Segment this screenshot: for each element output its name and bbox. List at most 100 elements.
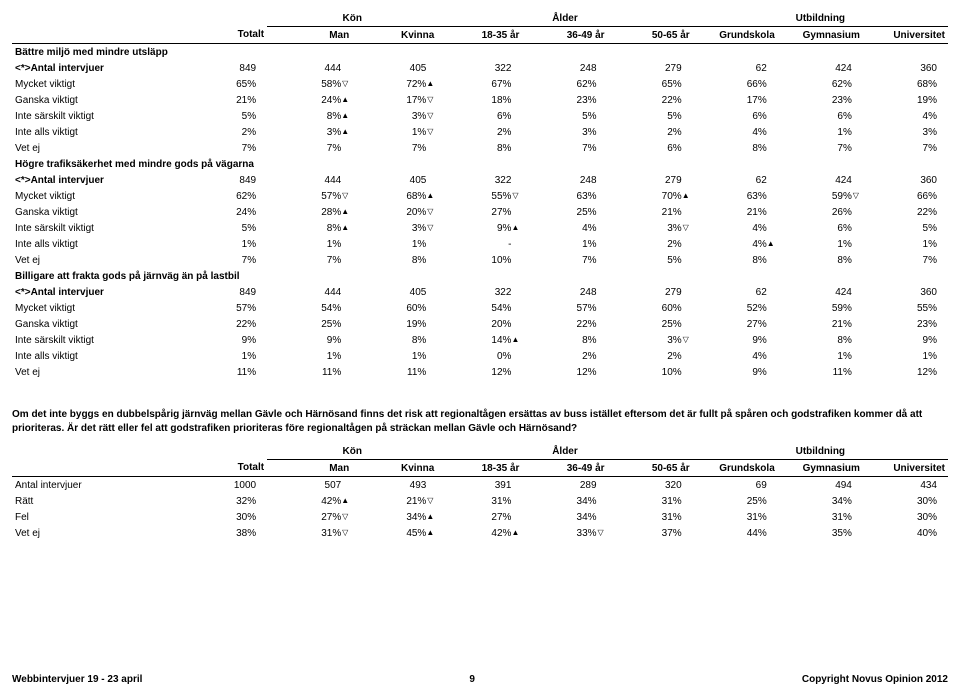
- cell: 322: [437, 60, 522, 76]
- row-label: Inte alls viktigt: [12, 348, 182, 364]
- cell: 31%: [608, 509, 693, 525]
- cell: 11%: [182, 364, 267, 380]
- cell: 70%▲: [608, 188, 693, 204]
- table-row: Vet ej38%31%▽45%▲42%▲33%▽37%44%35%40%: [12, 525, 948, 541]
- row-label: Rätt: [12, 493, 182, 509]
- cell: 5%: [608, 108, 693, 124]
- cell: 7%: [522, 252, 607, 268]
- column-header-row-2: Totalt Man Kvinna 18-35 år 36-49 år 50-6…: [12, 460, 948, 477]
- cell: 57%▽: [267, 188, 352, 204]
- cell: 405: [352, 60, 437, 76]
- cell: 34%▲: [352, 509, 437, 525]
- cell: 19%: [352, 316, 437, 332]
- cell: 22%: [522, 316, 607, 332]
- table-row: Vet ej7%7%8%10%7%5%8%8%7%: [12, 252, 948, 268]
- cell: 55%: [863, 300, 948, 316]
- cell: 27%: [693, 316, 778, 332]
- question-text: Om det inte byggs en dubbelspårig järnvä…: [12, 408, 948, 435]
- table-row: Inte alls viktigt1%1%1%-1%2%4%▲1%1%: [12, 236, 948, 252]
- cell: 1000: [182, 477, 267, 494]
- table-row: Inte alls viktigt2%3%▲1%▽2%3%2%4%1%3%: [12, 124, 948, 140]
- cell: 444: [267, 172, 352, 188]
- cell: 320: [608, 477, 693, 494]
- group2-alder: Ålder: [437, 443, 692, 460]
- column-header-row: Totalt Man Kvinna 18-35 år 36-49 år 50-6…: [12, 27, 948, 44]
- cell: 434: [863, 477, 948, 494]
- table-row: Ganska viktigt24%28%▲20%▽27%25%21%21%26%…: [12, 204, 948, 220]
- cell: 7%: [863, 140, 948, 156]
- cell: 31%: [778, 509, 863, 525]
- cell: 72%▲: [352, 76, 437, 92]
- row-label: <*>Antal intervjuer: [12, 284, 182, 300]
- cell: 33%▽: [522, 525, 607, 541]
- cell: 849: [182, 60, 267, 76]
- cell: 1%: [863, 236, 948, 252]
- section-title-row: Billigare att frakta gods på järnväg än …: [12, 268, 948, 284]
- cell: 7%: [522, 140, 607, 156]
- cell: 22%: [863, 204, 948, 220]
- cell: 12%: [522, 364, 607, 380]
- row-label: <*>Antal intervjuer: [12, 172, 182, 188]
- cell: 248: [522, 172, 607, 188]
- cell: 3%▽: [608, 332, 693, 348]
- cell: 279: [608, 172, 693, 188]
- cell: 7%: [778, 140, 863, 156]
- cell: 30%: [863, 509, 948, 525]
- cell: 1%: [778, 124, 863, 140]
- cell: 62: [693, 284, 778, 300]
- cell: 14%▲: [437, 332, 522, 348]
- cell: 31%: [437, 493, 522, 509]
- cell: 0%: [437, 348, 522, 364]
- cell: 60%: [352, 300, 437, 316]
- cell: 44%: [693, 525, 778, 541]
- col-totalt: Totalt: [182, 27, 267, 44]
- main-table: Kön Ålder Utbildning Totalt Man Kvinna 1…: [12, 10, 948, 380]
- cell: 5%: [608, 252, 693, 268]
- table-row: <*>Antal intervjuer849444405322248279624…: [12, 284, 948, 300]
- table-row: Vet ej11%11%11%12%12%10%9%11%12%: [12, 364, 948, 380]
- cell: 18%: [437, 92, 522, 108]
- second-table: Kön Ålder Utbildning Totalt Man Kvinna 1…: [12, 443, 948, 541]
- cell: 19%: [863, 92, 948, 108]
- row-label: Vet ej: [12, 364, 182, 380]
- table-row: Mycket viktigt57%54%60%54%57%60%52%59%55…: [12, 300, 948, 316]
- group-utbildning: Utbildning: [693, 10, 948, 27]
- table-row: Mycket viktigt62%57%▽68%▲55%▽63%70%▲63%5…: [12, 188, 948, 204]
- table-row: Mycket viktigt65%58%▽72%▲67%62%65%66%62%…: [12, 76, 948, 92]
- section-title: Högre trafiksäkerhet med mindre gods på …: [12, 156, 948, 172]
- cell: 23%: [863, 316, 948, 332]
- cell: 38%: [182, 525, 267, 541]
- group2-kon: Kön: [267, 443, 437, 460]
- group-kon: Kön: [267, 10, 437, 27]
- cell: 62%: [778, 76, 863, 92]
- cell: -: [437, 236, 522, 252]
- cell: 2%: [608, 236, 693, 252]
- cell: 42%▲: [267, 493, 352, 509]
- table-row: Ganska viktigt22%25%19%20%22%25%27%21%23…: [12, 316, 948, 332]
- row-label: Mycket viktigt: [12, 300, 182, 316]
- cell: 68%▲: [352, 188, 437, 204]
- cell: 55%▽: [437, 188, 522, 204]
- cell: 54%: [267, 300, 352, 316]
- cell: 9%: [693, 364, 778, 380]
- cell: 405: [352, 284, 437, 300]
- cell: 494: [778, 477, 863, 494]
- cell: 6%: [778, 108, 863, 124]
- group2-utbildning: Utbildning: [693, 443, 948, 460]
- cell: 11%: [267, 364, 352, 380]
- cell: 67%: [437, 76, 522, 92]
- col-universitet: Universitet: [863, 27, 948, 44]
- cell: 1%: [267, 236, 352, 252]
- cell: 31%▽: [267, 525, 352, 541]
- row-label: <*>Antal intervjuer: [12, 60, 182, 76]
- cell: 23%: [522, 92, 607, 108]
- group-header-row: Kön Ålder Utbildning: [12, 10, 948, 27]
- cell: 405: [352, 172, 437, 188]
- cell: 21%▽: [352, 493, 437, 509]
- cell: 507: [267, 477, 352, 494]
- row-label: Ganska viktigt: [12, 316, 182, 332]
- table-row: <*>Antal intervjuer849444405322248279624…: [12, 172, 948, 188]
- cell: 23%: [778, 92, 863, 108]
- table-row: Inte alls viktigt1%1%1%0%2%2%4%1%1%: [12, 348, 948, 364]
- table-row: Inte särskilt viktigt5%8%▲3%▽9%▲4%3%▽4%6…: [12, 220, 948, 236]
